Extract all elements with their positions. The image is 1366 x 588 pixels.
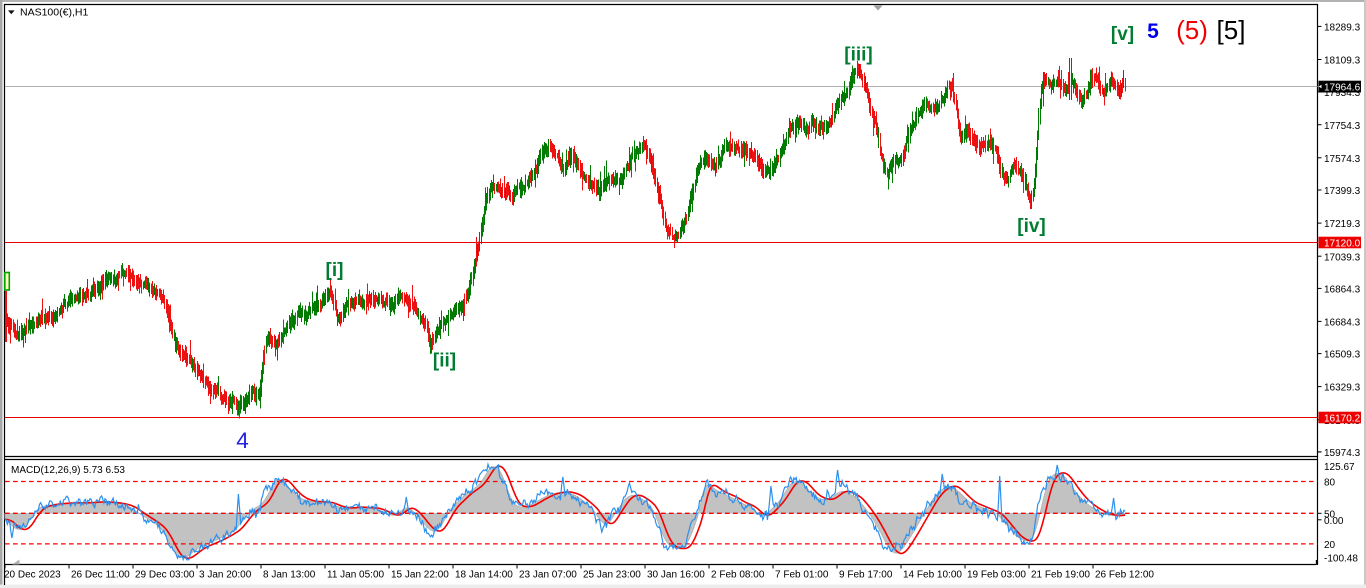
svg-text:15 Jan 22:00: 15 Jan 22:00 — [391, 570, 449, 581]
svg-text:23 Jan 07:00: 23 Jan 07:00 — [519, 570, 577, 581]
svg-text:17964.6: 17964.6 — [1324, 83, 1361, 94]
svg-text:3 Jan 20:00: 3 Jan 20:00 — [199, 570, 252, 581]
svg-text:[ii]: [ii] — [433, 351, 456, 372]
svg-text:21 Feb 19:00: 21 Feb 19:00 — [1031, 570, 1090, 581]
svg-text:5: 5 — [1147, 20, 1159, 43]
svg-text:125.67: 125.67 — [1324, 462, 1355, 473]
svg-text:MACD(12,26,9) 5.73 6.53: MACD(12,26,9) 5.73 6.53 — [11, 465, 125, 476]
svg-text:16170.2: 16170.2 — [1324, 414, 1361, 425]
svg-text:20: 20 — [1324, 540, 1336, 551]
svg-text:20 Dec 2023: 20 Dec 2023 — [4, 570, 61, 581]
svg-text:[5]: [5] — [1217, 15, 1246, 45]
svg-text:16509.3: 16509.3 — [1324, 350, 1361, 361]
svg-text:17399.3: 17399.3 — [1324, 186, 1361, 197]
svg-text:7 Feb 01:00: 7 Feb 01:00 — [775, 570, 829, 581]
svg-text:18109.3: 18109.3 — [1324, 56, 1361, 67]
svg-text:[i]: [i] — [326, 260, 344, 281]
svg-text:[iv]: [iv] — [1017, 216, 1046, 237]
svg-text:14 Feb 10:00: 14 Feb 10:00 — [903, 570, 962, 581]
svg-text:11 Jan 05:00: 11 Jan 05:00 — [327, 570, 385, 581]
svg-text:16684.3: 16684.3 — [1324, 318, 1361, 329]
svg-text:4: 4 — [236, 428, 249, 453]
svg-text:2 Feb 08:00: 2 Feb 08:00 — [711, 570, 765, 581]
svg-text:[v]: [v] — [1111, 24, 1134, 45]
svg-text:80: 80 — [1324, 478, 1336, 489]
svg-text:26 Feb 12:00: 26 Feb 12:00 — [1095, 570, 1154, 581]
svg-text:[iii]: [iii] — [844, 45, 873, 66]
svg-text:16864.3: 16864.3 — [1324, 285, 1361, 296]
svg-text:17219.3: 17219.3 — [1324, 219, 1361, 230]
svg-text:17754.3: 17754.3 — [1324, 121, 1361, 132]
svg-text:29 Dec 03:00: 29 Dec 03:00 — [135, 570, 195, 581]
svg-text:26 Dec 11:00: 26 Dec 11:00 — [71, 570, 130, 581]
svg-text:25 Jan 23:00: 25 Jan 23:00 — [583, 570, 641, 581]
svg-text:(5): (5) — [1176, 15, 1208, 45]
svg-text:17039.3: 17039.3 — [1324, 252, 1361, 263]
svg-text:18 Jan 14:00: 18 Jan 14:00 — [455, 570, 513, 581]
svg-text:17120.0: 17120.0 — [1324, 239, 1361, 250]
svg-text:16329.3: 16329.3 — [1324, 383, 1361, 394]
svg-text:18289.3: 18289.3 — [1324, 23, 1361, 34]
svg-text:50: 50 — [1324, 509, 1336, 520]
svg-text:8 Jan 13:00: 8 Jan 13:00 — [263, 570, 316, 581]
svg-text:30 Jan 16:00: 30 Jan 16:00 — [647, 570, 705, 581]
svg-text:17574.3: 17574.3 — [1324, 154, 1361, 165]
svg-text:15974.3: 15974.3 — [1324, 448, 1361, 459]
svg-text:NAS100(€),H1: NAS100(€),H1 — [20, 7, 88, 19]
svg-text:0.00: 0.00 — [1324, 516, 1344, 527]
svg-text:17934.3: 17934.3 — [1324, 88, 1361, 99]
svg-text:19 Feb 03:00: 19 Feb 03:00 — [967, 570, 1026, 581]
svg-text:9 Feb 17:00: 9 Feb 17:00 — [839, 570, 893, 581]
svg-text:-100.48: -100.48 — [1324, 554, 1358, 565]
